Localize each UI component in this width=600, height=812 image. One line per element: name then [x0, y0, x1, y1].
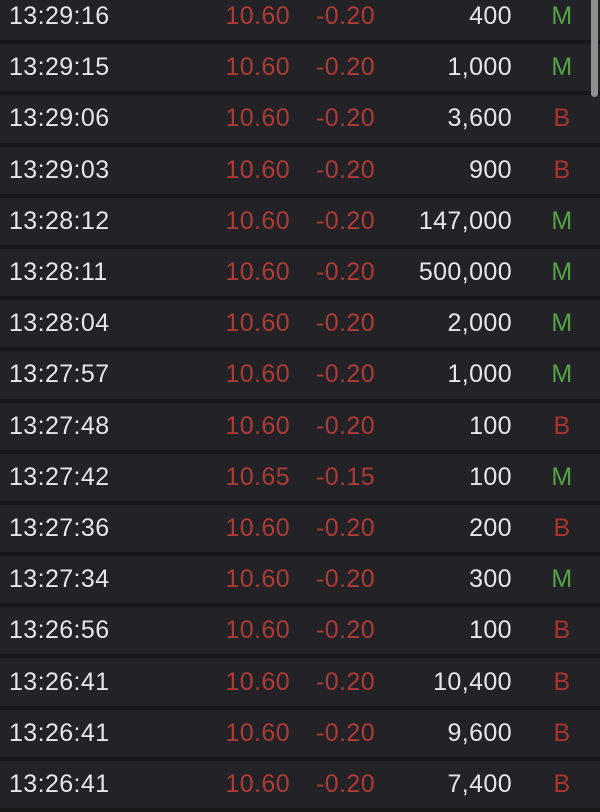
trade-change: -0.20	[316, 616, 375, 645]
trade-price: 10.60	[225, 769, 290, 798]
trade-change: -0.20	[316, 718, 375, 747]
trade-volume: 100	[469, 411, 512, 440]
trade-time: 13:28:11	[9, 258, 108, 287]
trade-time: 13:29:03	[9, 155, 110, 184]
trade-volume: 500,000	[418, 258, 512, 287]
trade-side-flag: B	[553, 769, 571, 798]
trade-volume: 1,000	[447, 53, 512, 82]
trade-price: 10.60	[225, 155, 290, 184]
trade-row: 13:26:41 10.60 -0.20 10,400 B	[0, 658, 600, 706]
trade-change: -0.20	[316, 565, 375, 594]
trade-change: -0.20	[316, 769, 375, 798]
trade-row: 13:28:11 10.60 -0.20 500,000 M	[0, 248, 600, 297]
trade-side-flag: B	[553, 155, 571, 184]
trade-price: 10.60	[225, 718, 290, 747]
trade-side-flag: M	[551, 565, 573, 594]
trade-volume: 900	[469, 155, 512, 184]
trade-time: 13:27:48	[9, 411, 110, 440]
trade-time: 13:27:42	[9, 462, 110, 491]
trade-row: 13:29:15 10.60 -0.20 1,000 M	[0, 44, 600, 92]
trade-time: 13:26:56	[9, 616, 110, 645]
trade-change: -0.20	[316, 667, 375, 696]
trade-time: 13:28:04	[9, 309, 110, 338]
trade-row: 13:27:57 10.60 -0.20 1,000 M	[0, 351, 600, 399]
trade-change: -0.20	[316, 513, 375, 542]
trade-change: -0.20	[316, 2, 375, 31]
trade-row: 13:26:41 10.60 -0.20 9,600 B	[0, 709, 600, 757]
trade-volume: 9,600	[447, 718, 512, 747]
trade-volume: 10,400	[433, 667, 512, 696]
trade-row: 13:26:56 10.60 -0.20 100 B	[0, 607, 600, 655]
trade-change: -0.20	[316, 206, 375, 235]
trade-side-flag: B	[553, 411, 571, 440]
trade-row: 13:29:03 10.60 -0.20 900 B	[0, 146, 600, 194]
trade-time: 13:26:41	[9, 769, 110, 798]
trade-price: 10.60	[225, 2, 290, 31]
trade-row: 13:28:12 10.60 -0.20 147,000 M	[0, 197, 600, 245]
trade-time: 13:28:12	[9, 206, 110, 235]
trade-time: 13:29:15	[9, 53, 110, 82]
trade-side-flag: B	[553, 718, 571, 747]
trade-volume: 1,000	[447, 360, 512, 389]
trade-row: 13:27:48 10.60 -0.20 100 B	[0, 402, 600, 450]
trade-price: 10.60	[225, 206, 290, 235]
trade-price: 10.60	[225, 667, 290, 696]
trade-row: 13:29:16 10.60 -0.20 400 M	[0, 0, 600, 41]
trade-price: 10.60	[225, 309, 290, 338]
trade-side-flag: B	[553, 104, 571, 133]
scrollbar-thumb[interactable]	[591, 0, 598, 97]
trade-side-flag: M	[551, 258, 573, 287]
trade-change: -0.20	[316, 104, 375, 133]
trade-time: 13:26:41	[9, 718, 110, 747]
trade-time: 13:29:06	[9, 104, 110, 133]
trade-row: 13:27:42 10.65 -0.15 100 M	[0, 453, 600, 501]
trade-change: -0.20	[316, 53, 375, 82]
trade-row: 13:27:36 10.60 -0.20 200 B	[0, 504, 600, 553]
trade-volume: 100	[469, 616, 512, 645]
trade-volume: 2,000	[447, 309, 512, 338]
trade-side-flag: M	[551, 360, 573, 389]
trade-change: -0.15	[316, 462, 375, 491]
trade-price: 10.60	[225, 411, 290, 440]
trade-side-flag: B	[553, 616, 571, 645]
trade-volume: 147,000	[418, 206, 512, 235]
trade-price: 10.60	[225, 258, 290, 287]
trade-volume: 100	[469, 462, 512, 491]
trade-row: 13:28:04 10.60 -0.20 2,000 M	[0, 300, 600, 348]
trade-change: -0.20	[316, 360, 375, 389]
trade-side-flag: M	[551, 309, 573, 338]
trade-price: 10.60	[225, 360, 290, 389]
trade-volume: 7,400	[447, 769, 512, 798]
trade-side-flag: M	[551, 53, 573, 82]
trade-change: -0.20	[316, 309, 375, 338]
trade-price: 10.65	[225, 462, 290, 491]
trade-time: 13:27:34	[9, 565, 110, 594]
trade-price: 10.60	[225, 513, 290, 542]
trade-volume: 200	[469, 513, 512, 542]
trade-time: 13:27:36	[9, 513, 110, 542]
trade-price: 10.60	[225, 565, 290, 594]
trade-side-flag: B	[553, 513, 571, 542]
trade-change: -0.20	[316, 258, 375, 287]
trade-volume: 3,600	[447, 104, 512, 133]
trade-price: 10.60	[225, 53, 290, 82]
trade-side-flag: M	[551, 206, 573, 235]
trade-price: 10.60	[225, 616, 290, 645]
trade-time: 13:27:57	[9, 360, 110, 389]
trade-volume: 400	[469, 2, 512, 31]
trade-time: 13:26:41	[9, 667, 110, 696]
trade-side-flag: B	[553, 667, 571, 696]
trade-row: 13:26:41 10.60 -0.20 7,400 B	[0, 760, 600, 808]
trade-side-flag: M	[551, 462, 573, 491]
trade-row: 13:27:34 10.60 -0.20 300 M	[0, 556, 600, 604]
trade-change: -0.20	[316, 155, 375, 184]
trade-change: -0.20	[316, 411, 375, 440]
trade-row: 13:29:06 10.60 -0.20 3,600 B	[0, 95, 600, 143]
trade-price: 10.60	[225, 104, 290, 133]
trade-volume: 300	[469, 565, 512, 594]
trade-time: 13:29:16	[9, 2, 110, 31]
trade-side-flag: M	[551, 2, 573, 31]
